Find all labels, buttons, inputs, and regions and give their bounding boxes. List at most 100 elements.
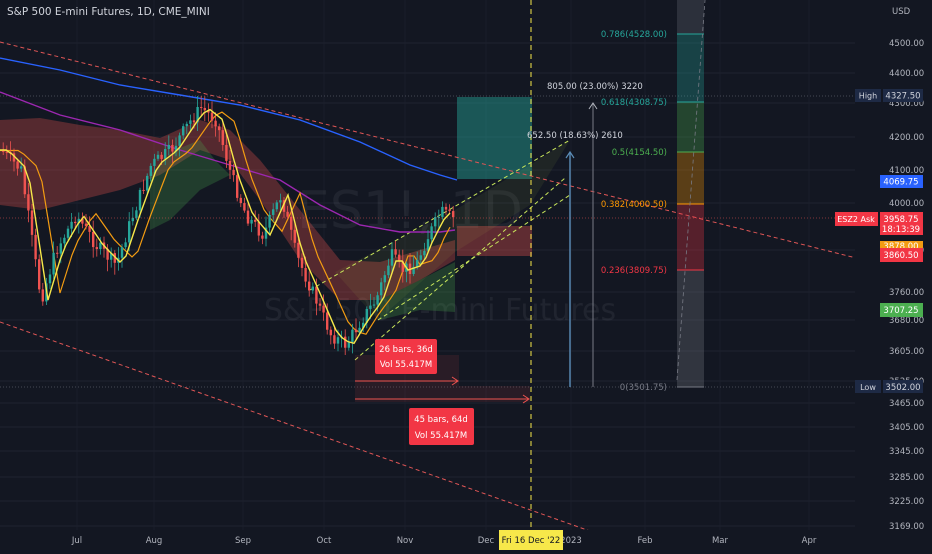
candle-body [412,266,415,274]
candle-body [239,197,242,204]
candle-body [344,336,347,348]
currency-label: USD [892,7,911,17]
time-tick: Aug [146,536,163,546]
candle-body [207,110,210,113]
long-position-loss-zone[interactable] [457,226,532,256]
time-tick: Nov [397,536,414,546]
chart-title: S&P 500 E-mini Futures, 1D, CME_MINI [7,6,210,18]
candle-body [236,175,239,198]
candle-body [311,286,314,291]
date-range-small[interactable]: 26 bars, 36d Vol 55.417M [355,339,459,386]
price-tick: 4000.00 [889,199,924,209]
date-range-large[interactable]: 45 bars, 64d Vol 55.417M [355,386,530,445]
bar-countdown: 18:13:39 [882,225,920,235]
candle-body [380,282,383,296]
candle-body [27,194,30,211]
candle-body [347,342,350,348]
candle-body [228,160,232,170]
fib-trend-line [676,0,706,381]
candle-body [365,308,368,323]
fib-level-label: 0.236(3809.75) [601,266,667,276]
candle-body [254,219,257,222]
price-range-small-label: 652.50 (18.63%) 2610 [527,131,623,141]
candle-body [300,257,304,268]
candle-body [243,203,246,211]
ma-200-price-label: 4069.75 [880,175,923,188]
candle-body [419,255,422,260]
fib-zone [677,0,704,34]
candle-body [279,200,282,203]
time-tick: Oct [317,536,332,546]
svg-text:3860.50: 3860.50 [883,251,918,261]
price-range-large-label: 805.00 (23.00%) 3220 [547,82,643,92]
candle-body [110,253,113,260]
candle-body [318,303,322,306]
candle-body [426,239,430,251]
candle-body [34,234,37,260]
candle-body [333,335,336,344]
candle-body [437,216,440,218]
candle-body [77,218,80,224]
candle-body [376,295,379,305]
candle-body [142,189,145,191]
candle-body [63,237,66,244]
time-cursor-label: Fri 16 Dec '22 [502,536,561,546]
fib-retracement[interactable]: 0.786(4528.00) 0.618(4308.75) 0.5(4154.50)… [601,0,704,393]
candle-body [452,211,455,218]
candle-body [315,286,318,304]
candle-body [444,206,448,210]
time-axis-bg[interactable] [0,530,932,550]
price-tick: 3605.00 [889,347,924,357]
price-range-large[interactable]: 805.00 (23.00%) 3220 [547,82,643,387]
candle-body [185,123,188,127]
price-axis-bg[interactable] [855,0,932,530]
candle-body [113,253,116,263]
ma-100-line [0,91,456,233]
candle-body [174,145,178,152]
candle-body [95,247,98,250]
date-range-small-vol: Vol 55.417M [380,360,433,370]
fib-level-label: 0(3501.75) [620,383,667,393]
candle-body [210,112,214,121]
candle-body [272,209,275,215]
candle-body [261,235,264,239]
fib-zone [677,204,704,270]
candle-body [5,151,8,153]
candle-body [124,242,127,248]
candle-body [268,214,271,228]
candle-body [84,223,88,227]
descending-trendline-lower[interactable] [0,321,636,548]
time-tick: 2023 [560,536,582,546]
candle-body [81,218,84,224]
candle-body [149,165,152,176]
ma-50-line [0,111,451,335]
svg-text:4069.75: 4069.75 [883,178,918,188]
candle-body [329,329,332,336]
price-range-small[interactable]: 652.50 (18.63%) 2610 [527,131,623,387]
price-tick: 3680.00 [889,316,924,326]
time-tick: Jul [71,536,82,546]
candle-body [383,275,386,283]
fib-zone [677,270,704,387]
candle-body [293,229,296,243]
candle-body [88,226,91,232]
fib-level-label: 0.5(4154.50) [612,148,667,158]
fib-level-label: 0.618(4308.75) [601,98,667,108]
candle-body [59,243,62,254]
price-tick: 4500.00 [889,39,924,49]
high-price-label: High 4327.50 [855,89,923,102]
candle-body [214,120,217,127]
candlestick-series [2,95,455,356]
candle-body [282,200,286,212]
descending-trendline-upper[interactable] [0,41,873,263]
candle-body [394,249,397,255]
candle-body [398,254,401,262]
time-cursor-label-bg [499,530,563,550]
red-level-price-label: 3860.50 [880,248,923,262]
ma-200-line [0,57,458,181]
long-position-profit-zone[interactable] [457,97,532,179]
date-range-large-vol: Vol 55.417M [415,431,468,441]
candle-body [48,274,52,284]
